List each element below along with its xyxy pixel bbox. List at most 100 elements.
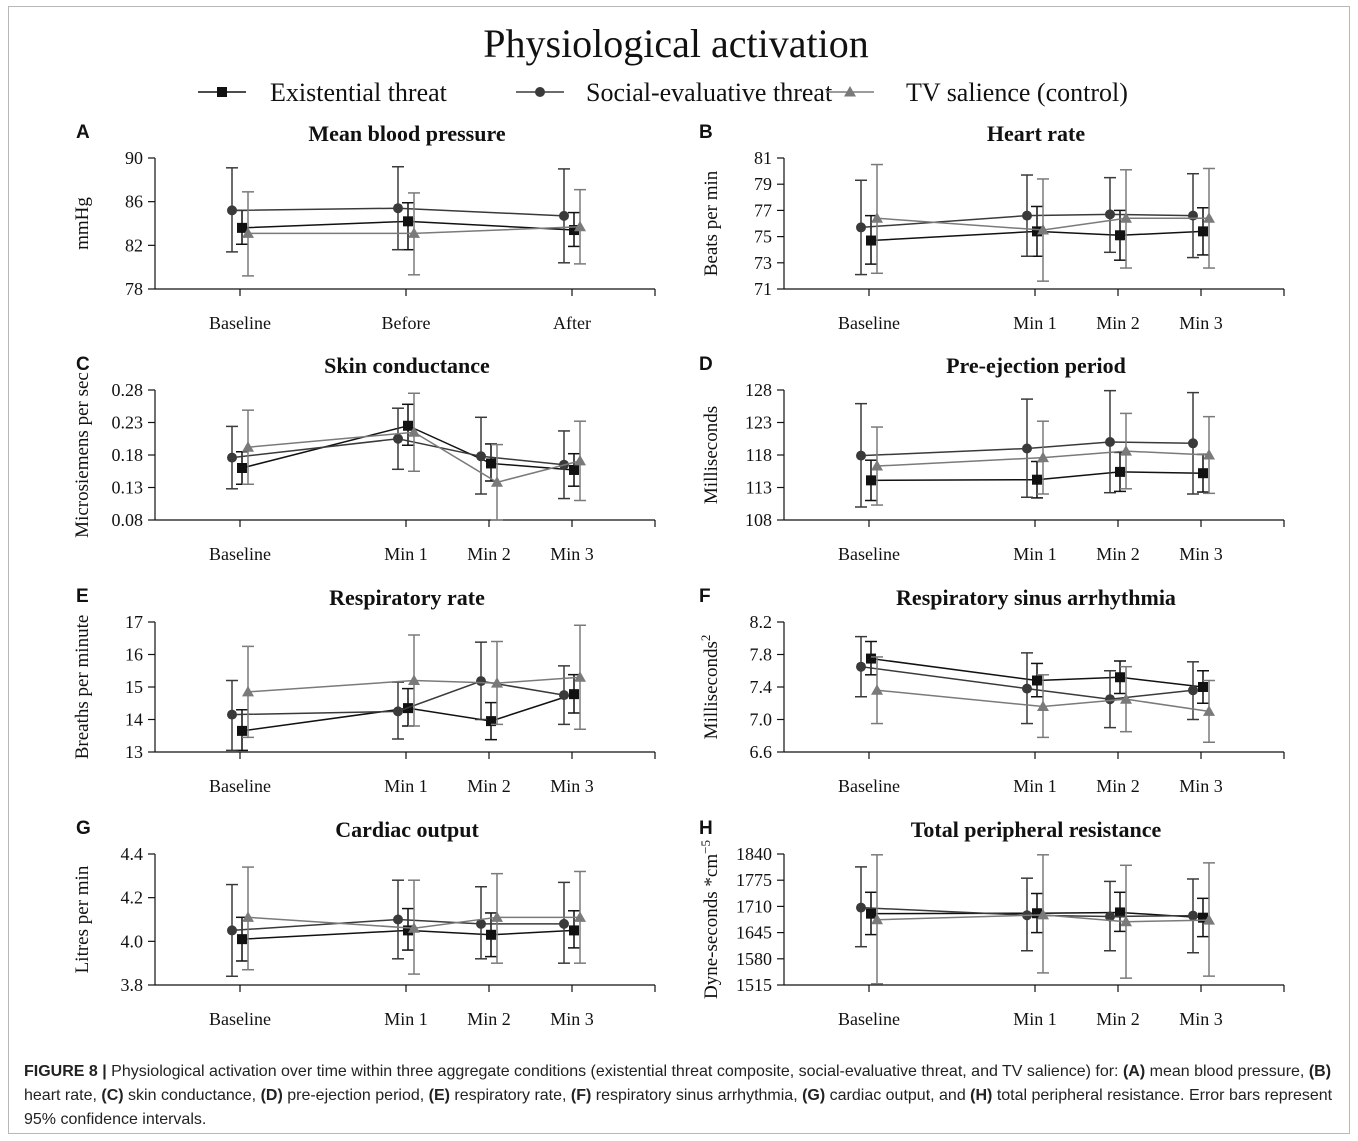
y-tick-label: 108 <box>745 510 772 530</box>
data-point <box>476 676 486 687</box>
y-tick-label: 8.2 <box>750 612 773 632</box>
data-point <box>574 671 586 682</box>
data-point <box>242 441 254 452</box>
data-point <box>237 934 247 945</box>
caption-ref-h: (H) <box>970 1087 993 1104</box>
data-point <box>393 914 403 925</box>
y-axis-label: Milliseconds2 <box>698 635 723 740</box>
caption-ref-g: (G) <box>802 1087 826 1104</box>
data-point <box>1105 209 1115 220</box>
panel-h: H Total peripheral resistance 1515 1580 1645… <box>698 817 1285 1029</box>
y-tick-label: 1580 <box>736 949 772 969</box>
x-tick-label: Min 3 <box>550 776 594 796</box>
data-point <box>1032 908 1042 919</box>
figure-caption: FIGURE 8 | Physiological activation over… <box>24 1060 1338 1132</box>
panel-e: E Respiratory rate 13 14 15 16 17 Baseline Min 1… <box>72 585 656 796</box>
panel-title: Heart rate <box>987 121 1086 146</box>
y-tick-label: 1840 <box>736 844 772 864</box>
panel-letter: C <box>76 354 90 375</box>
data-point <box>227 925 237 936</box>
x-tick-label: Min 1 <box>1013 776 1057 796</box>
series-line <box>870 657 1204 688</box>
y-tick-label: 7.0 <box>750 710 773 730</box>
series-social-evaluative-threat <box>226 641 570 752</box>
data-point <box>1105 694 1115 705</box>
data-point <box>1203 705 1215 716</box>
data-point <box>242 911 254 922</box>
data-point <box>403 420 413 431</box>
series-line <box>870 911 1204 919</box>
x-tick-label: Baseline <box>838 313 900 333</box>
data-point <box>1037 908 1049 920</box>
x-tick-label: Min 1 <box>1013 1009 1057 1029</box>
y-tick-label: 86 <box>125 192 143 212</box>
y-axis-label: Dyne-seconds *cm−5 <box>698 840 723 999</box>
data-point <box>1188 438 1198 449</box>
data-point <box>237 222 247 233</box>
data-point <box>1198 226 1208 237</box>
series-line <box>247 431 581 484</box>
x-tick-label: Min 1 <box>384 544 428 564</box>
y-axis-label: mmHg <box>72 197 93 250</box>
data-point <box>1120 915 1132 927</box>
x-tick-label: Min 3 <box>1179 776 1223 796</box>
data-point <box>408 674 420 685</box>
y-tick-label: 81 <box>754 148 772 168</box>
panel-letter: H <box>699 818 713 839</box>
x-tick-label: Min 2 <box>467 544 511 564</box>
y-tick-label: 0.23 <box>112 413 144 433</box>
y-axis-label-text: Breaths per minute <box>72 615 93 760</box>
series-existential-threat <box>236 907 580 962</box>
y-tick-label: 1775 <box>736 870 772 890</box>
y-tick-label: 6.6 <box>750 742 773 762</box>
panel-a: A Mean blood pressure 78 82 86 90 Baseline Befo… <box>72 121 656 333</box>
y-tick-label: 75 <box>754 227 772 247</box>
data-point <box>574 454 586 466</box>
y-axis-label-text: Milliseconds <box>701 406 722 504</box>
y-axis-label: Beats per min <box>701 170 722 276</box>
panel-letter: A <box>76 122 90 143</box>
legend: Existential threat Social-evaluative thre… <box>198 78 1128 107</box>
series-line <box>231 680 565 716</box>
legend-label: TV salience (control) <box>906 78 1128 107</box>
data-point <box>242 685 254 697</box>
data-point <box>856 902 866 913</box>
series-line <box>241 693 575 732</box>
data-point <box>403 216 413 227</box>
data-point <box>1115 672 1125 683</box>
y-axis-label: Milliseconds <box>701 406 722 504</box>
y-tick-label: 4.0 <box>121 931 144 951</box>
data-point <box>1188 685 1198 696</box>
caption-ref-e: (E) <box>428 1087 450 1104</box>
data-point <box>871 460 883 471</box>
caption-text: Physiological activation over time withi… <box>106 1063 1123 1080</box>
data-point <box>1037 224 1049 235</box>
y-tick-label: 73 <box>754 253 772 273</box>
series-line <box>876 217 1209 231</box>
legend-label: Social-evaluative threat <box>586 78 833 107</box>
data-point <box>227 452 237 463</box>
series-line <box>860 441 1194 457</box>
panel-letter: E <box>76 586 89 607</box>
legend-marker-triangle <box>844 86 856 97</box>
data-point <box>393 203 403 214</box>
panel-title: Cardiac output <box>335 817 479 842</box>
y-tick-label: 4.4 <box>121 844 144 864</box>
series-existential-threat <box>236 673 580 752</box>
data-point <box>856 450 866 461</box>
caption-ref-b: (B) <box>1308 1063 1332 1080</box>
x-tick-label: Min 1 <box>1013 544 1057 564</box>
data-point <box>1022 210 1032 221</box>
data-point <box>486 929 496 940</box>
caption-text-h: total peripheral resistance. Error bars … <box>24 1087 1333 1128</box>
legend-item-existential-threat: Existential threat <box>198 78 448 107</box>
data-point <box>866 908 876 919</box>
x-tick-label: Min 3 <box>1179 1009 1223 1029</box>
data-point <box>559 210 569 221</box>
series-line <box>231 918 564 932</box>
x-tick-label: Baseline <box>209 313 271 333</box>
data-point <box>569 225 579 236</box>
data-point <box>1198 912 1208 923</box>
data-point <box>866 653 876 664</box>
data-point <box>871 684 883 695</box>
